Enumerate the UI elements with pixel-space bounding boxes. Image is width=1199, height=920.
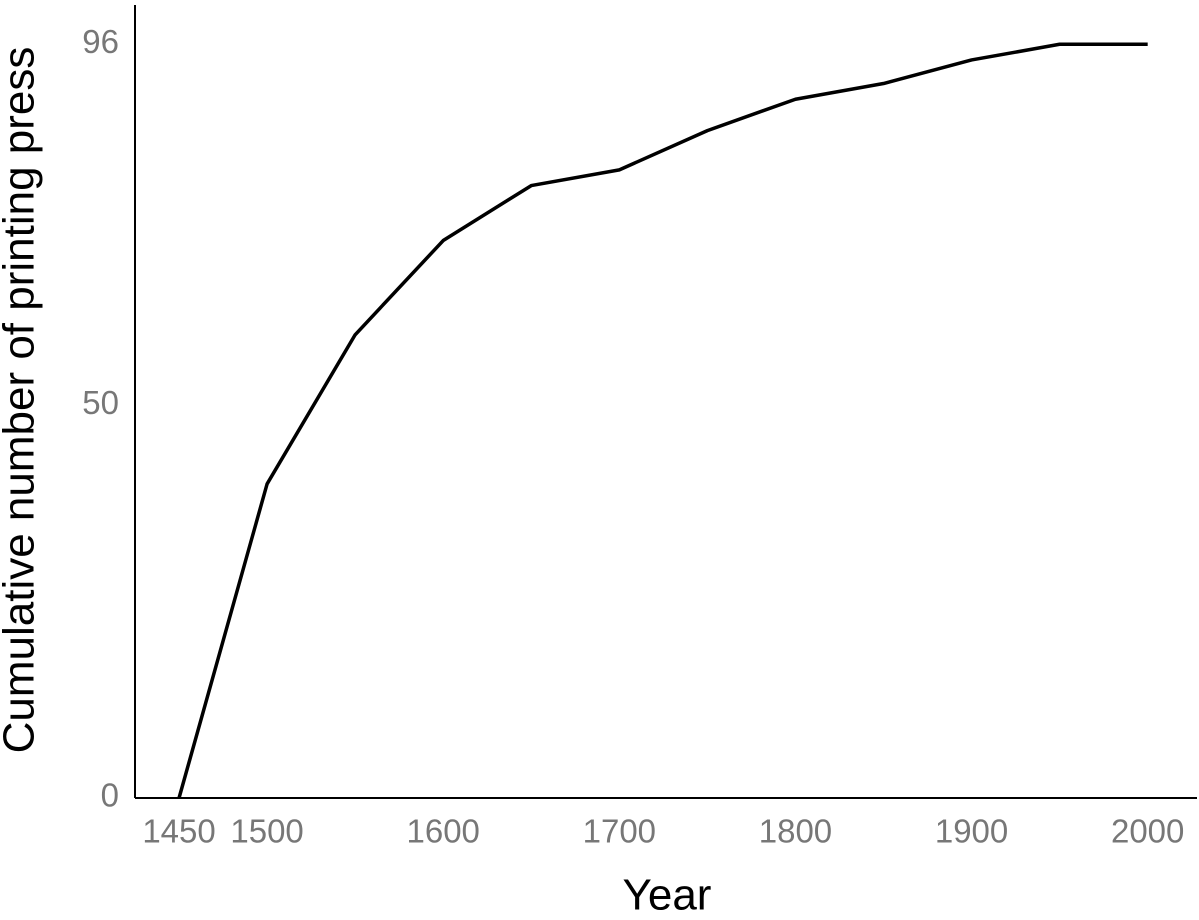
x-tick-label: 1700 xyxy=(583,813,656,850)
y-tick-label: 50 xyxy=(82,384,119,421)
y-axis-title: Cumulative number of printing press xyxy=(0,47,44,754)
y-tick-label: 0 xyxy=(101,777,119,814)
x-tick-label: 1900 xyxy=(935,813,1008,850)
x-axis-title: Year xyxy=(623,871,712,920)
y-tick-label: 96 xyxy=(82,23,119,60)
x-tick-label: 1600 xyxy=(406,813,479,850)
x-tick-label: 1500 xyxy=(230,813,303,850)
x-tick-label: 2000 xyxy=(1111,813,1184,850)
x-tick-label: 1450 xyxy=(142,813,215,850)
data-line xyxy=(177,42,1148,799)
x-tick-label: 1800 xyxy=(759,813,832,850)
